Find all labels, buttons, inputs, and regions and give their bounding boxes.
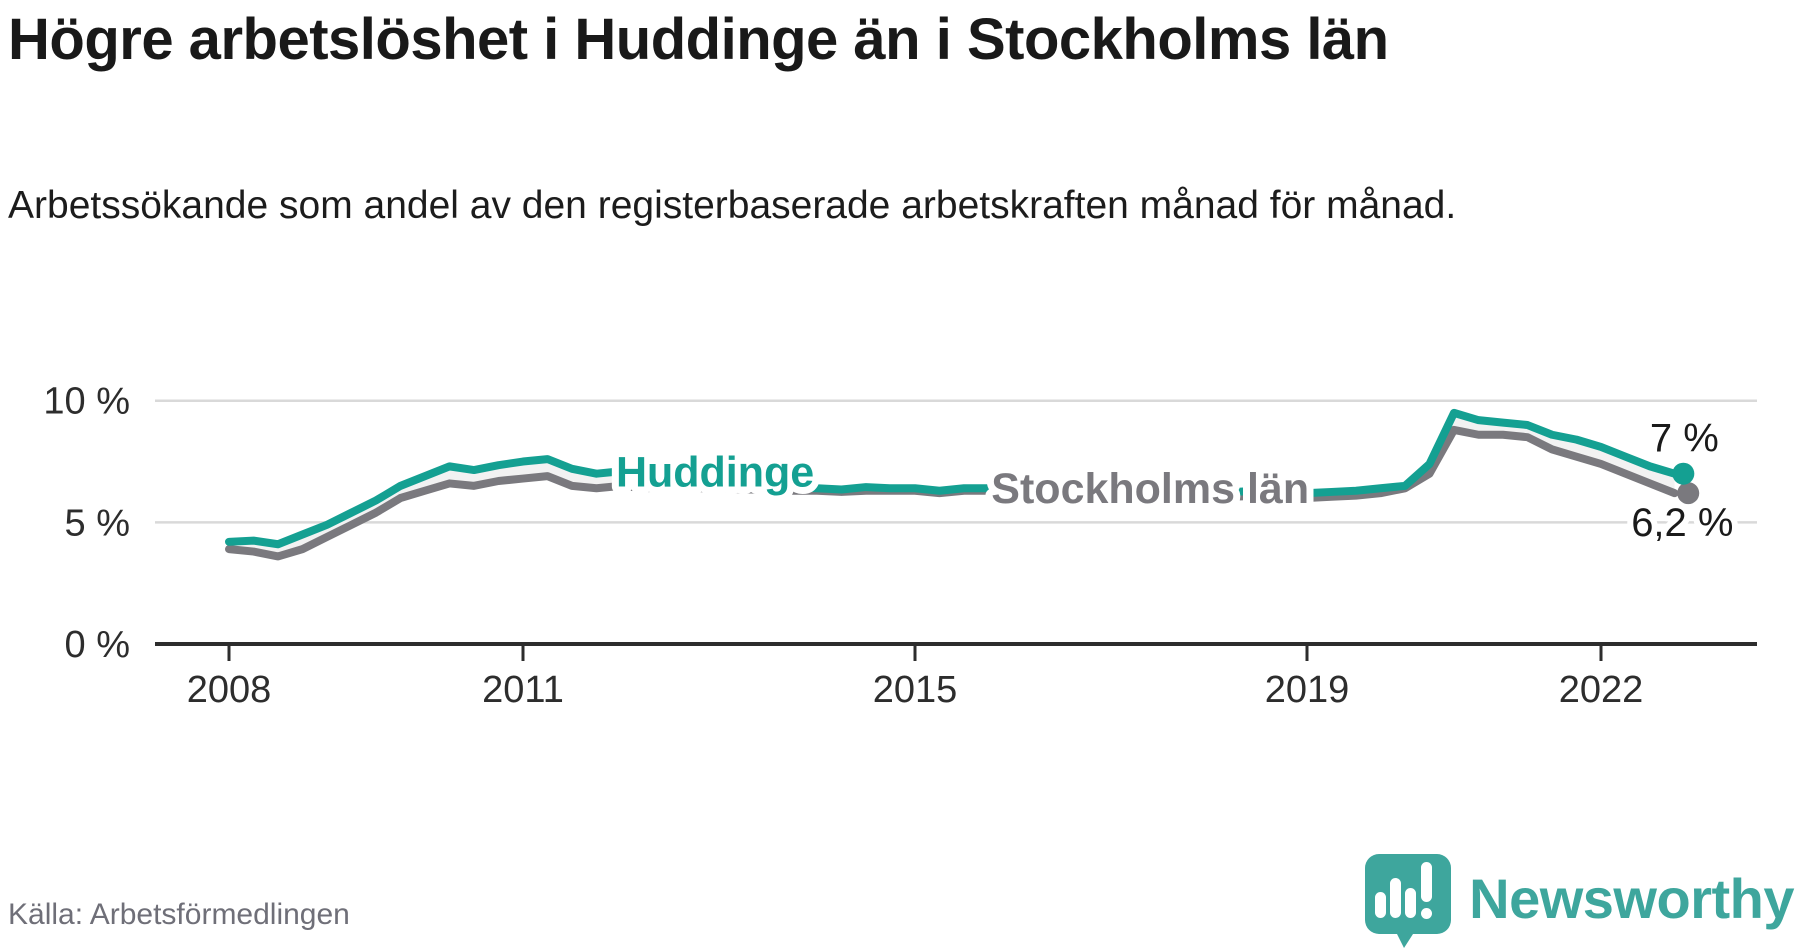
x-tick-label-2011: 2011: [482, 669, 564, 711]
newsworthy-logo: Newsworthy: [1363, 848, 1794, 948]
x-tick-label-2015: 2015: [873, 669, 958, 711]
y-tick-label-5: 5 %: [65, 502, 130, 544]
series-label-huddinge: Huddinge: [616, 449, 814, 497]
newsworthy-logo-text: Newsworthy: [1469, 866, 1794, 930]
end-dot-huddinge: [1672, 462, 1695, 485]
y-tick-label-10: 10 %: [43, 381, 130, 423]
chart-subtitle: Arbetssökande som andel av den registerb…: [8, 184, 1457, 227]
line-huddinge: [225, 408, 1679, 549]
line-chart-svg: 2008 2011 2015 2019 2022 0 % 5 % 10 % Huddinge St…: [43, 381, 1757, 711]
value-annotation-0: 7 %: [1650, 417, 1719, 461]
y-tick-label-0: 0 %: [65, 624, 130, 666]
value-annotation-1: 6,2 %: [1631, 501, 1733, 545]
chart-title: Högre arbetslöshet i Huddinge än i Stock…: [8, 7, 1389, 72]
x-tick-label-2019: 2019: [1265, 669, 1350, 711]
newsworthy-logo-icon: [1365, 854, 1452, 948]
end-dot-stockholm: [1677, 482, 1700, 505]
series-label-stockholm: Stockholms län: [991, 465, 1309, 513]
line-chart: 2008 2011 2015 2019 2022 0 % 5 % 10 % Huddinge St…: [0, 330, 1800, 730]
x-tick-label-2022: 2022: [1559, 669, 1644, 711]
x-tick-label-2008: 2008: [187, 669, 272, 711]
source-note: Källa: Arbetsförmedlingen: [8, 898, 350, 931]
